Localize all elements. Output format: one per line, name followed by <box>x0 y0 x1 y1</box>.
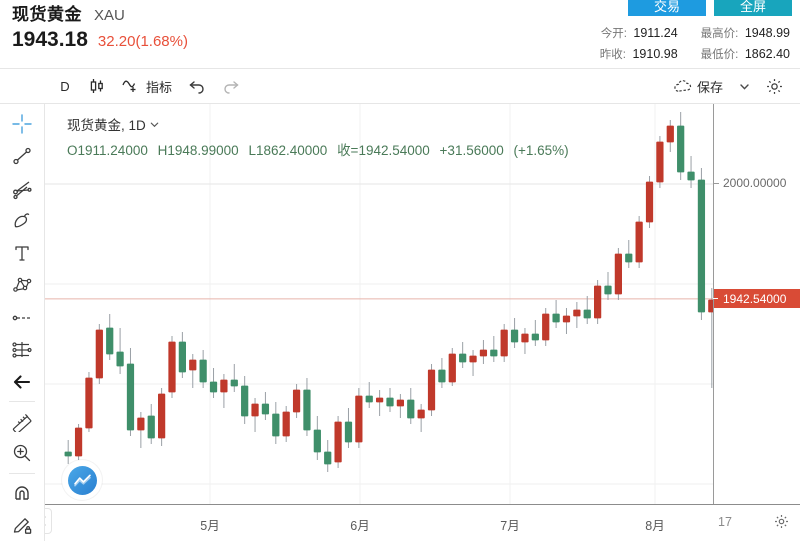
redo-icon[interactable] <box>216 73 246 99</box>
fullscreen-button[interactable]: 全屏 <box>714 0 792 16</box>
lock-drawings-tool[interactable] <box>5 509 39 541</box>
chart-area[interactable]: 现货黄金, 1D O1911.24000 H1948.99000 L1862.4… <box>45 104 800 541</box>
high-label: 最高价: <box>700 28 739 40</box>
quote-row-prevclose: 昨收: 1910.98 最低价: 1862.40 <box>597 44 790 65</box>
time-label: 7月 <box>500 519 520 533</box>
chart-scroll-handle[interactable] <box>45 508 52 534</box>
quote-summary: 今开: 1911.24 最高价: 1948.99 昨收: 1910.98 最低价… <box>597 23 790 65</box>
current-price-label: 1942.54000 <box>723 291 787 306</box>
crosshair-tool[interactable] <box>5 108 39 140</box>
last-price: 1943.18 <box>12 28 88 51</box>
symbol-name: 现货黄金 <box>12 5 82 24</box>
trend-line-tool[interactable] <box>5 140 39 172</box>
chart-toolbar: D 指标 <box>0 68 800 104</box>
time-label: 6月 <box>350 519 370 533</box>
price-axis[interactable]: 2000.00000 1942.54000 <box>713 104 800 504</box>
candlestick-plot[interactable] <box>45 104 713 504</box>
open-label: 今开: <box>600 28 627 40</box>
indicators-label: 指标 <box>146 79 173 95</box>
measure-tool[interactable] <box>5 405 39 437</box>
prevclose-label: 昨收: <box>599 49 626 61</box>
header: 现货黄金 XAU 1943.18 32.20(1.68%) 交易 全屏 今开: … <box>0 0 800 68</box>
time-label: 8月 <box>645 519 665 533</box>
time-label-current: 17 <box>718 515 732 529</box>
prevclose-value: 1910.98 <box>632 47 678 61</box>
header-buttons: 交易 全屏 <box>628 0 792 16</box>
price-axis-tick: 2000.00000 <box>714 176 786 190</box>
time-label: 5月 <box>200 519 220 533</box>
symbol-row: 现货黄金 XAU <box>12 0 125 25</box>
zoom-in-tool[interactable] <box>5 437 39 469</box>
logo-mountain-icon <box>67 465 97 495</box>
candlestick-svg <box>45 104 713 504</box>
drawing-tools-sidebar <box>0 104 45 541</box>
trade-button[interactable]: 交易 <box>628 0 706 16</box>
gear-icon[interactable] <box>759 73 790 99</box>
price-change: 32.20(1.68%) <box>97 33 188 50</box>
brush-tool[interactable] <box>5 205 39 237</box>
long-position-tool[interactable] <box>5 334 39 366</box>
chevron-left-icon <box>45 516 46 526</box>
magnet-tool[interactable] <box>5 476 39 508</box>
price-row: 1943.18 32.20(1.68%) <box>12 28 188 52</box>
current-price-badge: 1942.54000 <box>713 289 800 309</box>
high-value: 1948.99 <box>744 26 790 40</box>
save-button[interactable]: 保存 <box>667 73 729 99</box>
low-label: 最低价: <box>700 49 739 61</box>
pattern-tool[interactable] <box>5 269 39 301</box>
open-value: 1911.24 <box>633 26 678 40</box>
price-tick-label: 2000.00000 <box>723 176 787 190</box>
chart-settings-icon[interactable] <box>773 513 790 530</box>
symbol-code: XAU <box>94 7 125 24</box>
prediction-tool[interactable] <box>5 302 39 334</box>
save-label: 保存 <box>696 79 723 95</box>
arrow-tool[interactable] <box>5 366 39 398</box>
undo-icon[interactable] <box>182 73 212 99</box>
low-value: 1862.40 <box>744 47 790 61</box>
timeframe-selector[interactable]: D <box>60 78 70 94</box>
indicators-button[interactable]: 指标 <box>116 73 178 99</box>
text-tool[interactable] <box>5 237 39 269</box>
broker-logo <box>62 460 102 500</box>
pitchfork-tool[interactable] <box>5 173 39 205</box>
time-axis[interactable]: 5月 6月 7月 8月 17 <box>45 504 800 541</box>
chevron-down-icon[interactable] <box>731 73 757 99</box>
candlestick-icon[interactable] <box>82 73 112 99</box>
quote-row-open: 今开: 1911.24 最高价: 1948.99 <box>597 23 790 44</box>
